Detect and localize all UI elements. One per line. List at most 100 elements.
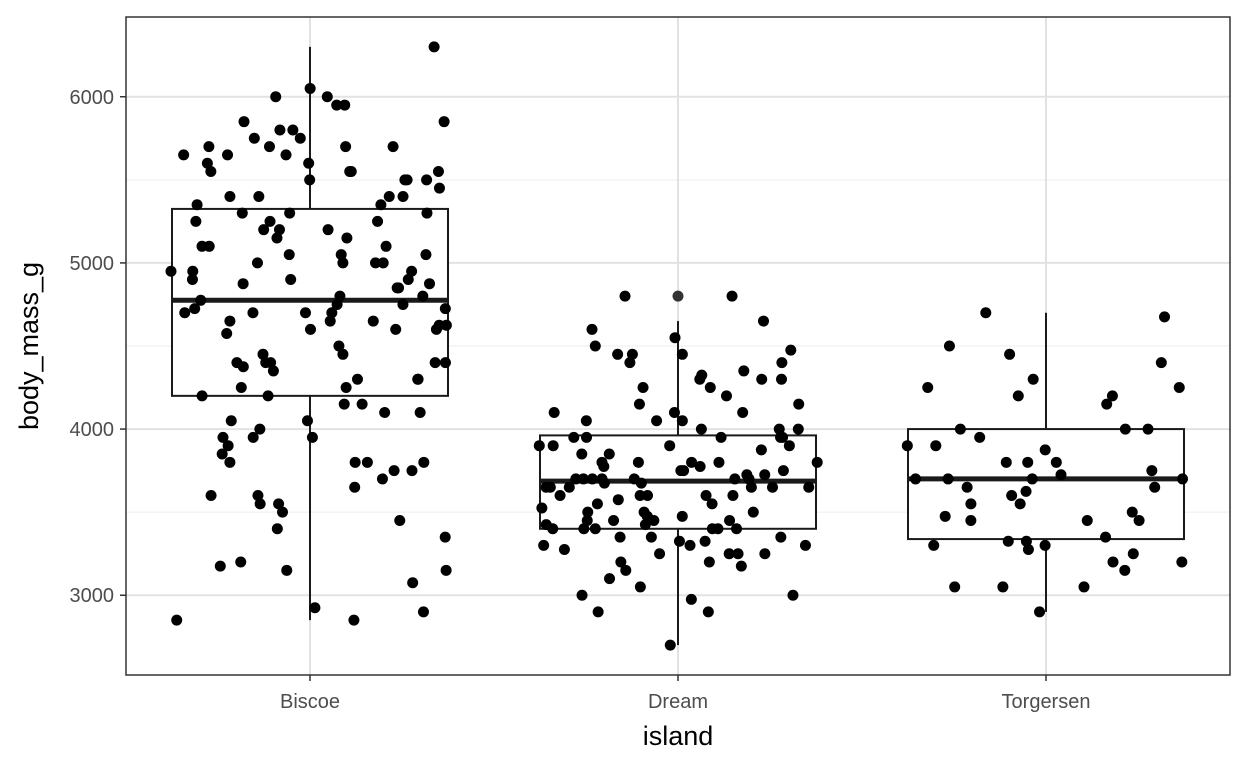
data-point [570,473,582,485]
data-point [776,373,788,385]
data-point [265,357,277,369]
data-point [910,473,922,485]
data-point [803,481,815,493]
data-point [577,473,589,485]
data-point [372,215,384,227]
data-point [720,390,732,402]
data-point [335,249,347,261]
data-point [1176,556,1188,568]
data-point [785,344,797,356]
data-point [634,490,646,502]
data-point [397,190,409,202]
data-point [280,149,292,161]
data-point [433,182,445,194]
data-point [299,307,311,319]
data-point [669,332,681,344]
data-point [773,423,785,435]
data-point [706,523,718,535]
data-point [417,290,429,302]
x-axis-title: island [643,721,714,751]
data-point [271,232,283,244]
data-point [191,199,203,211]
y-tick-label: 5000 [70,253,115,275]
data-point [1177,473,1189,485]
data-point [236,207,248,219]
data-point [1006,490,1018,502]
data-point [1155,357,1167,369]
data-point [713,456,725,468]
data-point [258,224,270,236]
data-point [406,465,418,477]
data-point [394,514,406,526]
data-point [440,564,452,576]
data-point [284,207,296,219]
data-point [608,514,620,526]
data-point [1002,535,1014,547]
data-point [1133,514,1145,526]
data-point [1078,581,1090,593]
data-point [235,382,247,394]
data-point [186,274,198,286]
data-point [294,132,306,144]
data-point [675,465,687,477]
data-point [224,315,236,327]
data-point [439,357,451,369]
data-point [568,431,580,443]
y-tick-label: 6000 [70,87,115,109]
data-point [270,91,282,103]
data-point [939,510,951,522]
data-point [303,157,315,169]
data-point [222,440,234,452]
data-point [196,390,208,402]
data-point [309,602,321,614]
data-point [1026,473,1038,485]
data-point [252,490,264,502]
data-point [974,431,986,443]
data-point [965,514,977,526]
outlier-point [672,290,684,302]
data-point [942,473,954,485]
data-point [695,423,707,435]
y-tick-label: 4000 [70,419,115,441]
data-point [685,593,697,605]
data-point [251,257,263,269]
x-tick-label: Dream [648,691,708,713]
x-tick-label: Torgersen [1002,691,1091,713]
data-point [420,249,432,261]
data-point [576,448,588,460]
data-point [438,116,450,128]
data-point [221,328,233,340]
data-point [224,456,236,468]
data-point [540,481,552,493]
data-point [598,460,610,472]
data-point [334,290,346,302]
jitter-points-layer [165,41,1189,651]
data-point [724,514,736,526]
data-point [1034,606,1046,618]
data-point [306,431,318,443]
data-point [340,141,352,153]
data-point [205,490,217,502]
y-tick-label: 3000 [70,585,115,607]
x-tick-label: Biscoe [280,691,340,713]
data-point [370,257,382,269]
data-point [776,357,788,369]
data-point [337,257,349,269]
data-point [547,523,559,535]
data-point [1119,423,1131,435]
data-point [1022,544,1034,556]
data-point [222,149,234,161]
data-point [216,448,228,460]
data-point [731,523,743,535]
data-point [203,141,215,153]
data-point [338,398,350,410]
data-point [304,174,316,186]
data-point [639,519,651,531]
data-point [380,240,392,252]
data-point [626,348,638,360]
data-point [604,573,616,585]
data-point [273,224,285,236]
data-point [589,340,601,352]
data-point [1055,469,1067,481]
